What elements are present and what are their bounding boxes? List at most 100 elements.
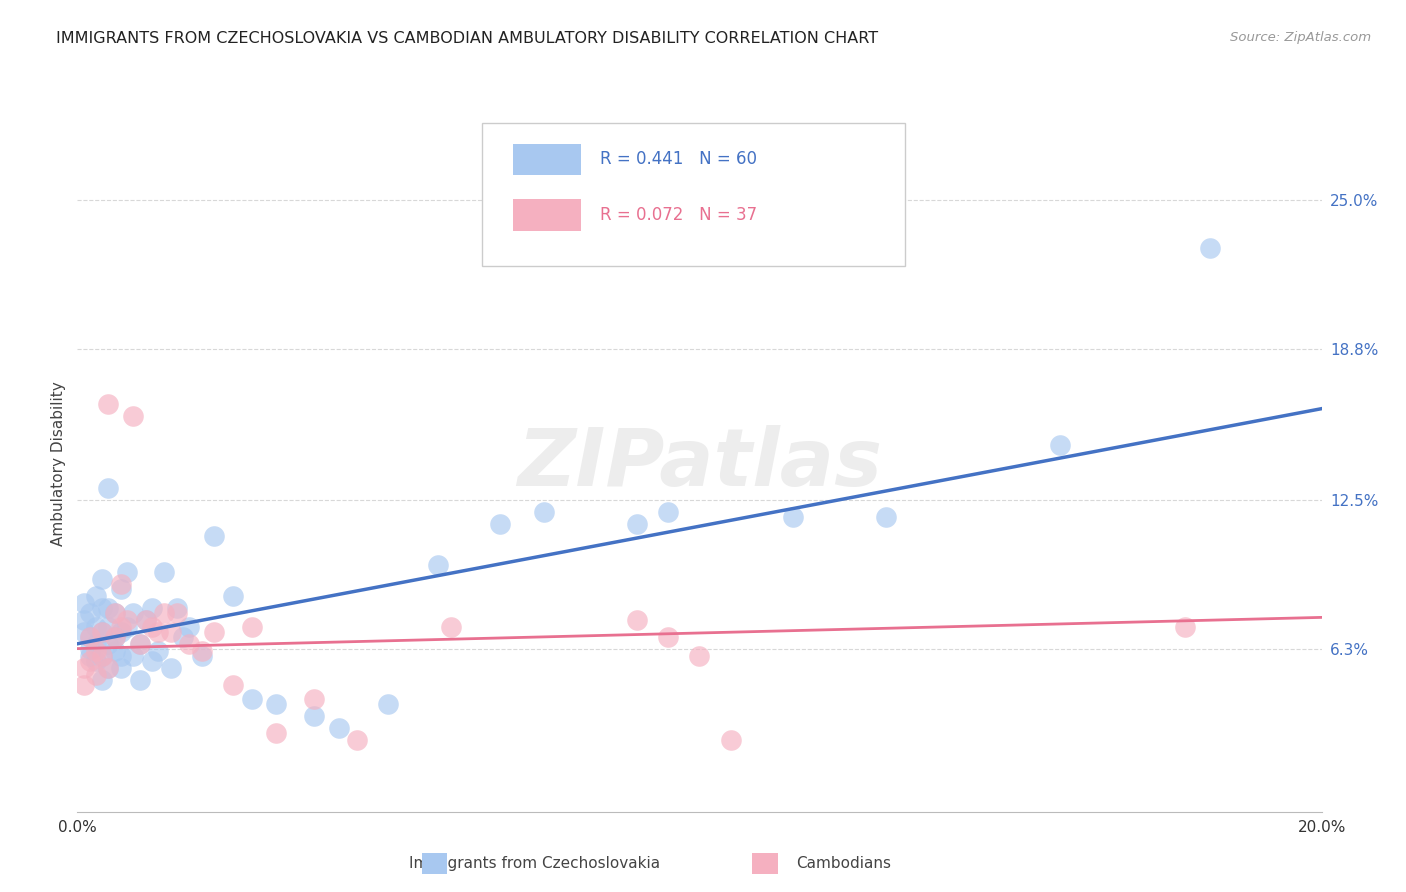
Point — [128, 637, 150, 651]
Point — [97, 397, 120, 411]
Point — [166, 600, 188, 615]
Point — [79, 606, 101, 620]
Point — [1174, 620, 1197, 634]
Point — [166, 606, 188, 620]
Point — [91, 624, 114, 639]
Point — [266, 725, 288, 739]
FancyBboxPatch shape — [482, 123, 905, 266]
Point — [141, 654, 163, 668]
Point — [84, 637, 107, 651]
Point — [153, 606, 176, 620]
Point — [657, 630, 679, 644]
Point — [222, 677, 245, 691]
Point — [79, 654, 101, 668]
Point — [97, 481, 120, 495]
Point — [1198, 241, 1220, 255]
Point — [302, 708, 325, 723]
Text: ZIPatlas: ZIPatlas — [517, 425, 882, 503]
Point — [104, 606, 127, 620]
Point — [110, 624, 132, 639]
Point — [97, 620, 120, 634]
Point — [97, 661, 120, 675]
Point — [91, 648, 114, 663]
Text: Immigrants from Czechoslovakia: Immigrants from Czechoslovakia — [409, 856, 659, 871]
Point — [72, 661, 94, 675]
Point — [328, 721, 350, 735]
Point — [782, 509, 804, 524]
Point — [626, 516, 648, 531]
Point — [110, 582, 132, 596]
Point — [115, 565, 138, 579]
Text: IMMIGRANTS FROM CZECHOSLOVAKIA VS CAMBODIAN AMBULATORY DISABILITY CORRELATION CH: IMMIGRANTS FROM CZECHOSLOVAKIA VS CAMBOD… — [56, 31, 879, 46]
Point — [84, 620, 107, 634]
Point — [657, 505, 679, 519]
Point — [115, 620, 138, 634]
Point — [202, 529, 225, 543]
Point — [72, 596, 94, 610]
Point — [377, 697, 399, 711]
Point — [720, 732, 742, 747]
Point — [91, 673, 114, 687]
Point — [302, 692, 325, 706]
Point — [440, 620, 463, 634]
Point — [1049, 437, 1071, 451]
Point — [202, 624, 225, 639]
Point — [191, 648, 214, 663]
Text: Source: ZipAtlas.com: Source: ZipAtlas.com — [1230, 31, 1371, 45]
Point — [128, 673, 150, 687]
Point — [84, 654, 107, 668]
Point — [427, 558, 450, 572]
Point — [128, 637, 150, 651]
Y-axis label: Ambulatory Disability: Ambulatory Disability — [51, 382, 66, 546]
Point — [191, 644, 214, 658]
Point — [222, 589, 245, 603]
Point — [122, 409, 145, 423]
Point — [172, 630, 194, 644]
Point — [72, 677, 94, 691]
Point — [79, 641, 101, 656]
Point — [266, 697, 288, 711]
Point — [91, 572, 114, 586]
Point — [110, 648, 132, 663]
Point — [122, 606, 145, 620]
Point — [84, 668, 107, 682]
Point — [104, 630, 127, 644]
Point — [179, 620, 201, 634]
Point — [110, 661, 132, 675]
Point — [104, 606, 127, 620]
Point — [689, 648, 711, 663]
Point — [84, 644, 107, 658]
Point — [346, 732, 368, 747]
Point — [159, 661, 181, 675]
Point — [104, 644, 127, 658]
Point — [159, 624, 181, 639]
Point — [122, 648, 145, 663]
Point — [115, 613, 138, 627]
Point — [240, 620, 263, 634]
Point — [84, 589, 107, 603]
Point — [626, 613, 648, 627]
Point — [91, 624, 114, 639]
Point — [97, 600, 120, 615]
Text: Cambodians: Cambodians — [796, 856, 891, 871]
Point — [91, 648, 114, 663]
Point — [141, 620, 163, 634]
FancyBboxPatch shape — [513, 200, 581, 231]
Point — [72, 613, 94, 627]
Point — [91, 600, 114, 615]
Point — [79, 630, 101, 644]
Point — [240, 692, 263, 706]
Point — [104, 630, 127, 644]
Point — [148, 624, 170, 639]
FancyBboxPatch shape — [513, 144, 581, 175]
Point — [72, 624, 94, 639]
Point — [489, 516, 512, 531]
Point — [110, 620, 132, 634]
Point — [97, 637, 120, 651]
Point — [153, 565, 176, 579]
Point — [135, 613, 157, 627]
Point — [179, 637, 201, 651]
Point — [110, 576, 132, 591]
Point — [148, 644, 170, 658]
Point — [875, 509, 897, 524]
